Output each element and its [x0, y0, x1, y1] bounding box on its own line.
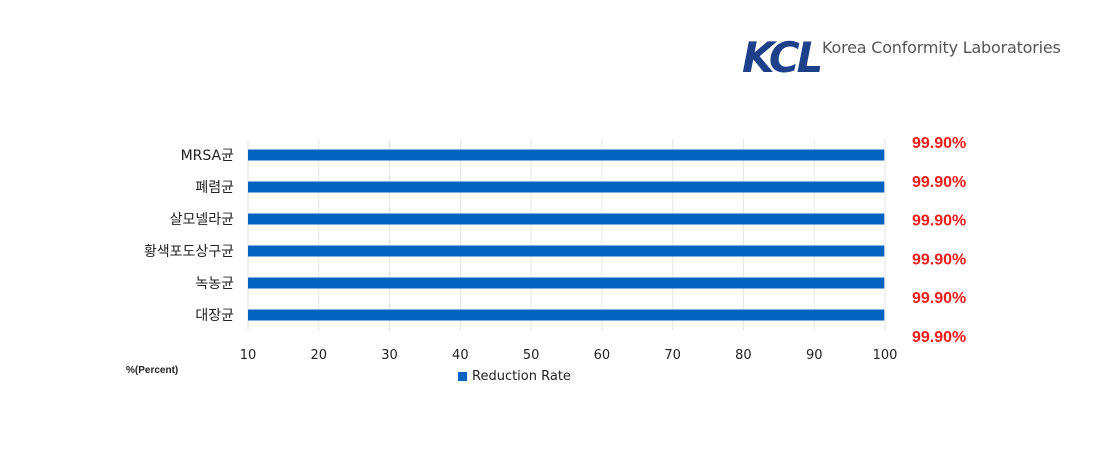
x-tick-label: 60 [594, 348, 611, 363]
legend-swatch [458, 372, 467, 381]
value-labels: 99.90% 99.90% 99.90% 99.90% 99.90% 99.90% [912, 135, 966, 346]
value-label: 99.90% [912, 329, 966, 346]
x-axis-ticks: 10 20 30 40 50 60 70 80 90 100 [240, 348, 898, 363]
legend: Reduction Rate [458, 369, 571, 384]
bar [248, 181, 885, 193]
value-label: 99.90% [912, 290, 966, 307]
kcl-logo: KCL Korea Conformity Laboratories [731, 28, 1070, 88]
logo-company-name: Korea Conformity Laboratories [822, 38, 1061, 57]
value-label: 99.90% [912, 251, 966, 268]
bar [248, 149, 885, 161]
x-tick-label: 70 [664, 348, 681, 363]
x-tick-label: 100 [873, 348, 898, 363]
bar [248, 245, 885, 257]
bars [248, 149, 885, 321]
x-tick-label: 30 [381, 348, 398, 363]
value-label: 99.90% [912, 213, 966, 230]
category-label: 황색포도상구균 [144, 244, 234, 260]
legend-label: Reduction Rate [472, 369, 571, 384]
category-label: MRSA균 [181, 148, 235, 164]
category-label: 녹농균 [195, 276, 234, 292]
category-label: 폐렴균 [195, 180, 234, 196]
category-label: 대장균 [195, 308, 234, 324]
kcl-logo-mark: KCL [731, 33, 824, 84]
x-tick-label: 50 [523, 348, 540, 363]
x-tick-label: 90 [806, 348, 823, 363]
gridlines [247, 139, 886, 331]
x-tick-label: 10 [240, 348, 257, 363]
x-tick-label: 20 [311, 348, 328, 363]
category-label: 살모넬라균 [170, 212, 235, 228]
value-label: 99.90% [912, 174, 966, 191]
x-tick-label: 40 [452, 348, 469, 363]
value-label: 99.90% [912, 135, 966, 152]
x-axis-unit-label: %(Percent) [126, 365, 179, 376]
bar [248, 213, 885, 225]
bar [248, 309, 885, 321]
logo-mark-text: KCL [742, 33, 820, 82]
bar [248, 277, 885, 289]
x-tick-label: 80 [735, 348, 752, 363]
